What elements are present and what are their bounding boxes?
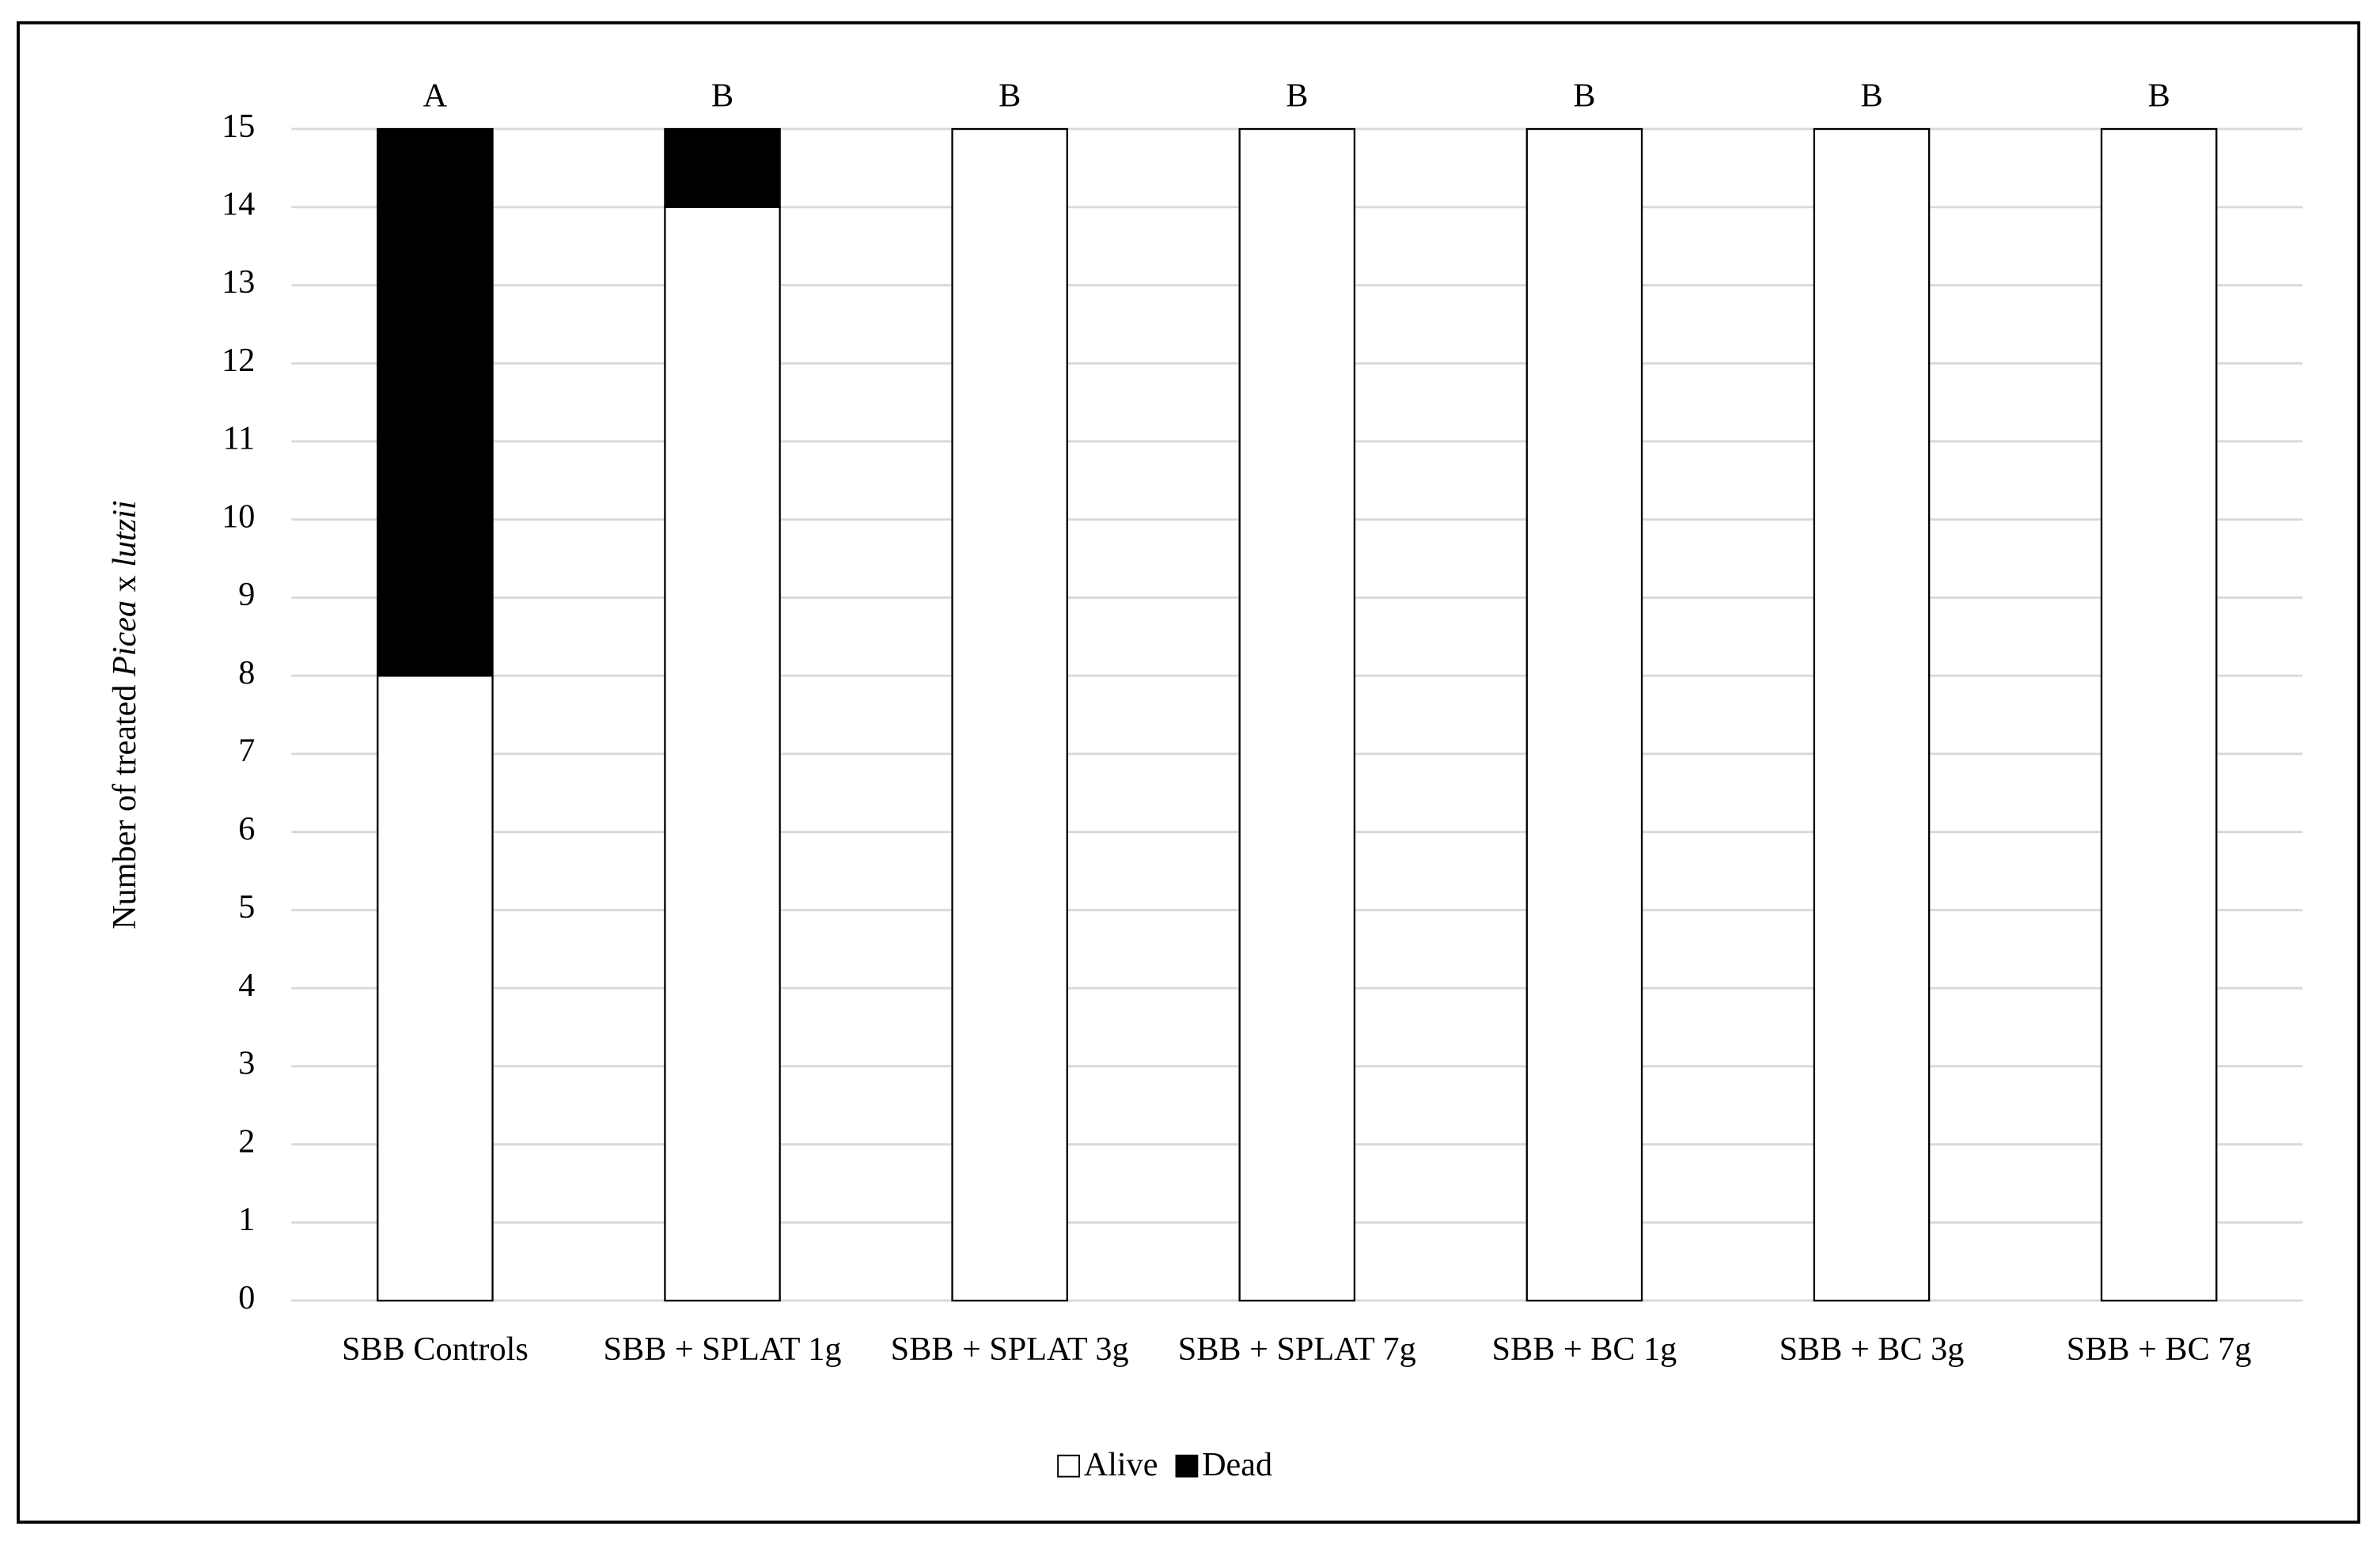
significance-letter: B [1286,77,1308,114]
y-tick-label: 3 [238,1045,255,1082]
bar-segment [1525,127,1643,1302]
significance-letter: B [1860,77,1882,114]
bar-segment [377,127,494,677]
y-tick-label: 7 [238,733,255,770]
significance-letter: A [423,77,448,114]
y-tick-label: 14 [222,185,255,222]
y-axis-label-part: Picea [106,600,143,677]
bar-segment [664,206,781,1302]
bar-segment [1238,127,1356,1302]
x-tick-label: SBB + SPLAT 1g [603,1329,842,1368]
bar-segment [951,127,1068,1302]
bar-segment [664,127,781,208]
x-tick-label: SBB + BC 3g [1779,1329,1965,1368]
y-tick-label: 8 [238,654,255,691]
x-tick-label: SBB + BC 1g [1491,1329,1677,1368]
y-tick-label: 0 [238,1279,255,1316]
y-axis-label-part: x [106,567,143,600]
chart-border [17,21,2361,1524]
legend-label: Dead [1202,1446,1272,1483]
y-tick-label: 2 [238,1123,255,1160]
y-tick-label: 4 [238,967,255,1004]
y-tick-label: 9 [238,576,255,613]
y-tick-label: 10 [222,498,255,535]
y-tick-label: 12 [222,342,255,379]
y-axis-label-part: Number of treated [106,676,143,930]
legend-label: Alive [1084,1446,1158,1483]
significance-letter: B [1573,77,1595,114]
legend-swatch [1057,1454,1080,1478]
bar-segment [2100,127,2218,1302]
significance-letter: B [2148,77,2170,114]
legend-swatch [1175,1454,1199,1478]
y-axis-label: Number of treated Picea x lutzii [106,500,143,929]
y-tick-label: 11 [223,420,256,457]
significance-letter: B [999,77,1021,114]
x-tick-label: SBB + SPLAT 7g [1177,1329,1416,1368]
y-tick-label: 15 [222,108,255,145]
bar-segment [1813,127,1931,1302]
y-axis-label-part: lutzii [106,500,143,566]
y-tick-label: 5 [238,888,255,926]
significance-letter: B [711,77,733,114]
y-tick-label: 13 [222,263,255,301]
y-tick-label: 6 [238,810,255,847]
x-tick-label: SBB Controls [342,1329,529,1368]
x-tick-label: SBB + SPLAT 3g [890,1329,1129,1368]
x-tick-label: SBB + BC 7g [2066,1329,2252,1368]
bar-segment [377,675,494,1302]
y-tick-label: 1 [238,1201,255,1238]
